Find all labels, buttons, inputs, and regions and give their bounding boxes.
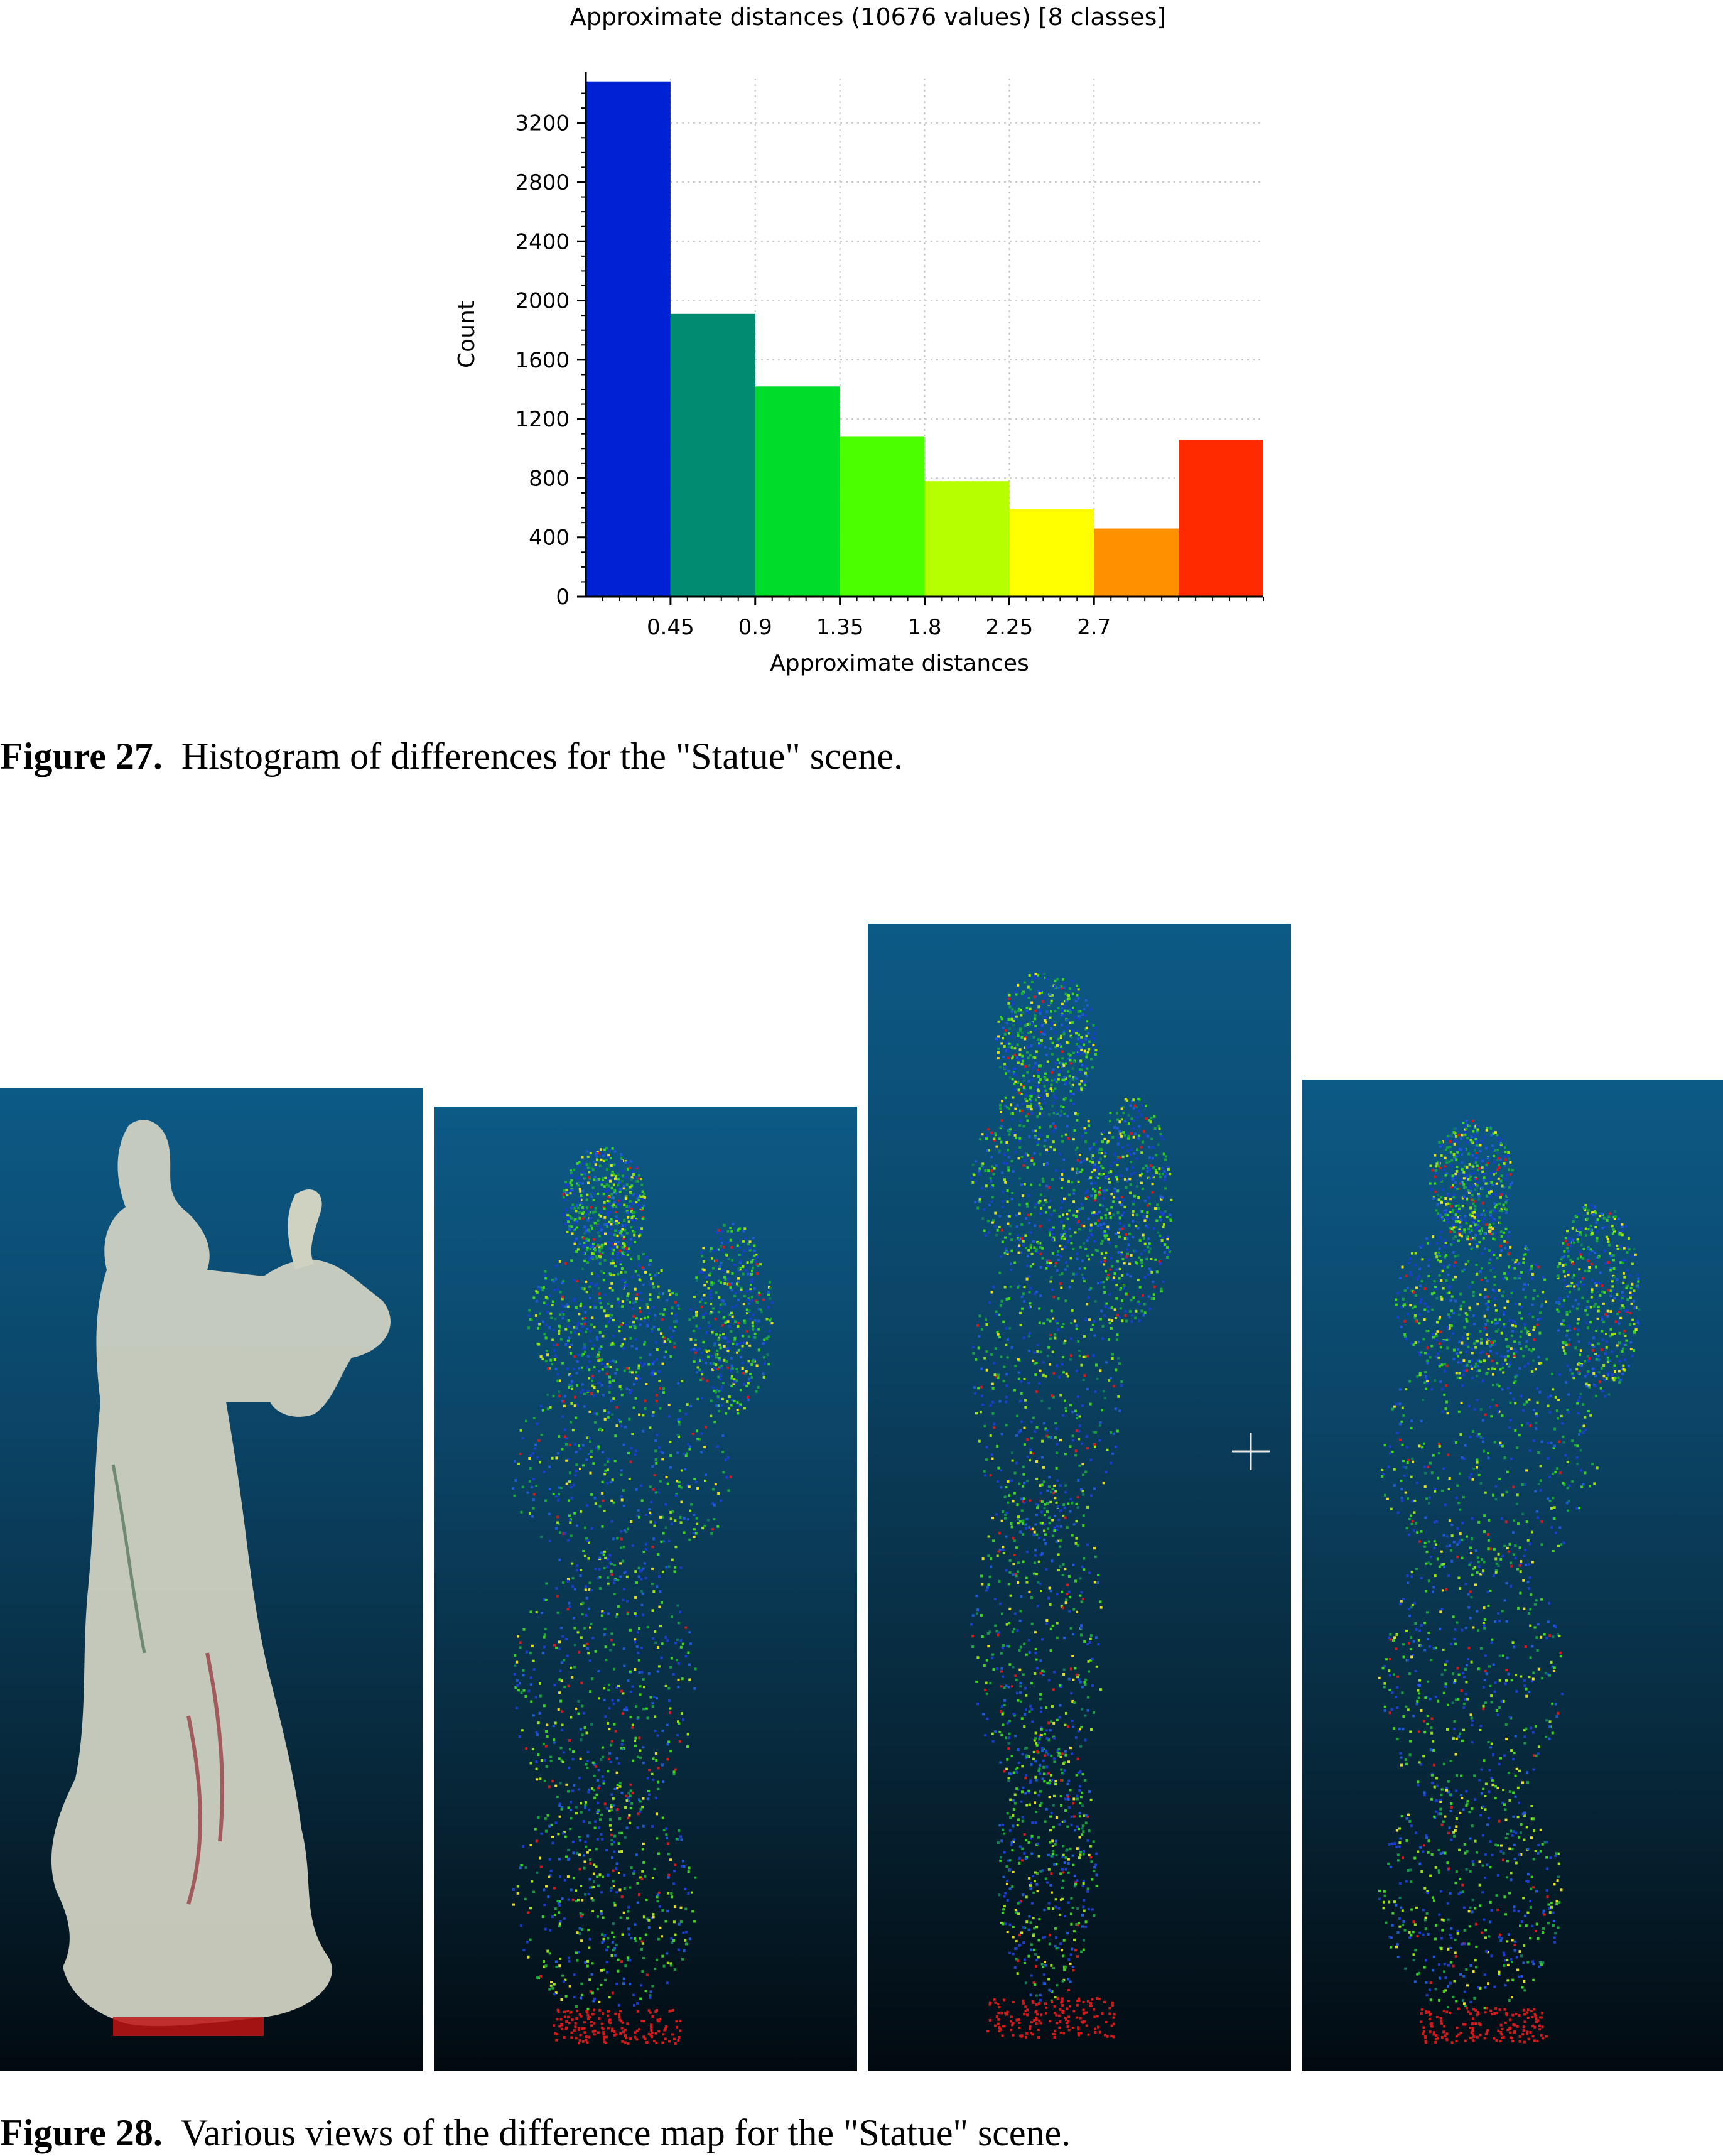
figure-28-label: Figure 28. [0,2112,163,2153]
point-cloud [1378,1120,1641,2044]
y-tick-label: 0 [556,585,570,610]
statue-view-photo [0,1088,423,2071]
chart-title: Approximate distances (10676 values) [8 … [570,3,1166,31]
histogram-bar-6 [1009,509,1094,597]
x-tick-label: 0.9 [738,615,772,640]
point-cloud [970,973,1173,2039]
y-axis-label: Count [454,301,480,368]
x-tick-label: 1.8 [907,615,941,640]
y-tick-label: 2800 [515,170,570,195]
crosshair-icon [1232,1433,1270,1470]
y-tick-label: 1200 [515,407,570,432]
figure-27-caption: Figure 27. Histogram of differences for … [0,735,903,778]
x-tick-label: 2.7 [1077,615,1111,640]
histogram-bar-3 [755,386,840,597]
histogram-bar-4 [840,436,925,597]
figure-28-caption: Figure 28. Various views of the differen… [0,2111,1071,2155]
statue-view-difference-1 [434,1107,857,2071]
histogram-bar-2 [670,313,755,597]
y-tick-label: 2000 [515,289,570,314]
y-tick-label: 800 [529,466,570,491]
histogram-bar-1 [586,81,671,597]
statue-view-difference-3 [1302,1080,1723,2071]
histogram-bar-8 [1179,440,1263,597]
histogram-bar-5 [924,481,1010,597]
x-axis-label: Approximate distances [770,651,1029,676]
point-cloud [512,1147,774,2045]
y-tick-label: 1600 [515,348,570,373]
figure-27-text: Histogram of differences for the "Statue… [181,735,904,777]
statue-view-difference-2 [868,924,1291,2071]
x-tick-label: 1.35 [816,615,864,640]
x-tick-label: 0.45 [647,615,694,640]
histogram-bar-7 [1094,528,1179,597]
y-tick-label: 2400 [515,229,570,254]
figure-28-text: Various views of the difference map for … [180,2112,1071,2153]
x-tick-label: 2.25 [986,615,1034,640]
figure-27-label: Figure 27. [0,735,163,777]
y-tick-label: 3200 [515,111,570,136]
y-tick-label: 400 [529,526,570,551]
histogram-figure: 0 400 800 1200 1600 2000 2400 2800 3200 0.45 0.9 1.… [0,0,1723,703]
histogram-chart: 0 400 800 1200 1600 2000 2400 2800 3200 0.45 0.9 1.… [454,3,1264,676]
